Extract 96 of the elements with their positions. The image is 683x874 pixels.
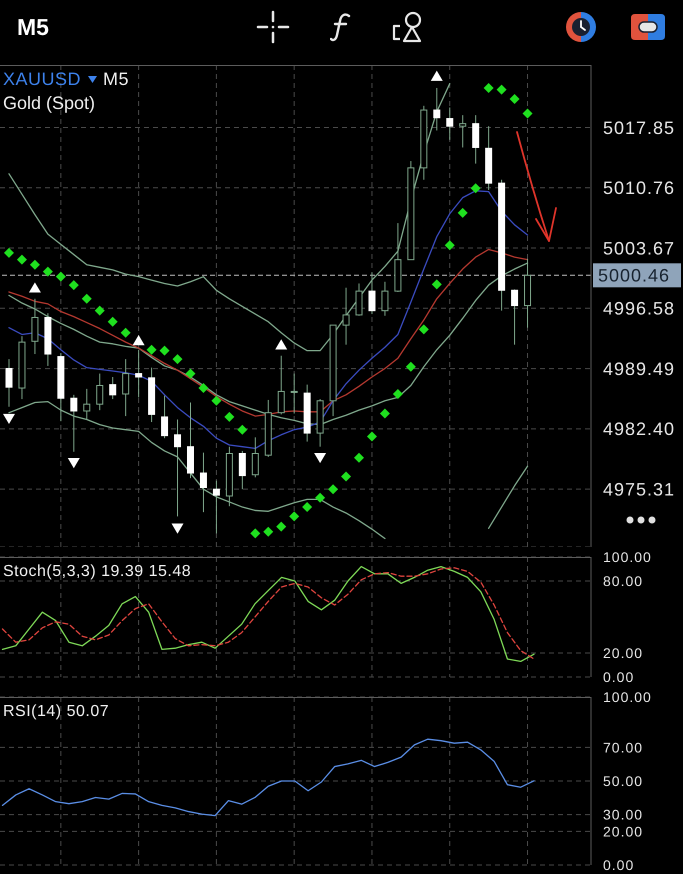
chart-title: XAUUSD	[3, 69, 82, 89]
point	[82, 294, 92, 304]
point	[302, 502, 312, 512]
candlestick	[161, 395, 168, 439]
point	[42, 266, 53, 277]
point	[172, 524, 184, 534]
candlestick	[135, 349, 142, 398]
candlestick	[433, 87, 440, 131]
point	[211, 396, 222, 406]
y-tick-label: 5003.67	[603, 238, 676, 258]
y-tick-label: 5010.76	[603, 178, 676, 198]
candlestick	[290, 373, 298, 414]
candlestick	[238, 450, 246, 490]
point	[28, 282, 41, 293]
text: Gold (Spot)	[3, 93, 96, 113]
point	[172, 354, 183, 364]
y-tick-label: 50.00	[603, 772, 644, 789]
point	[458, 208, 468, 218]
candlestick	[459, 114, 466, 148]
y-tick-label: 4996.58	[603, 298, 676, 319]
point	[354, 452, 364, 463]
point	[2, 414, 15, 424]
point	[68, 280, 79, 290]
candlestick	[342, 287, 350, 346]
point	[380, 408, 390, 419]
point	[522, 108, 533, 118]
point	[470, 183, 481, 194]
chart-title: RSI(14) 50.07	[3, 703, 110, 720]
y-tick-label: 4989.49	[603, 358, 676, 379]
candlestick	[200, 452, 207, 513]
point	[276, 522, 286, 532]
candlestick	[122, 358, 130, 417]
point	[341, 471, 352, 482]
point	[30, 260, 40, 270]
point	[16, 254, 27, 265]
point	[484, 82, 494, 93]
candlestick	[472, 114, 480, 164]
candlestick	[96, 373, 104, 411]
point	[392, 388, 403, 399]
candlestick	[6, 358, 12, 408]
point	[444, 240, 455, 250]
point	[4, 248, 14, 258]
point	[432, 279, 442, 290]
candlestick	[381, 281, 388, 316]
point	[185, 368, 196, 379]
point	[263, 526, 274, 537]
point	[250, 528, 260, 538]
point	[224, 412, 234, 422]
candlestick	[446, 107, 454, 140]
candlestick	[252, 436, 259, 478]
point	[68, 458, 80, 468]
y-tick-label: 20.00	[603, 644, 644, 661]
y-tick-label: 80.00	[603, 572, 644, 589]
point	[315, 492, 326, 503]
y-tick-label: 20.00	[603, 823, 644, 840]
y-tick-label: 100.00	[603, 548, 652, 565]
y-tick-label: 100.00	[603, 688, 652, 705]
annotation: M5	[103, 69, 130, 89]
point	[418, 324, 429, 334]
text: M5	[17, 14, 49, 40]
point	[366, 431, 377, 442]
point	[314, 452, 326, 464]
point	[430, 70, 443, 81]
point	[406, 362, 416, 372]
candlestick	[511, 288, 518, 346]
point	[146, 344, 157, 355]
point	[237, 424, 248, 435]
point	[132, 335, 145, 346]
point	[510, 94, 520, 104]
y-tick-label: 0.00	[603, 668, 634, 685]
candlestick	[174, 418, 182, 517]
candlestick	[368, 272, 376, 315]
y-tick-label: 30.00	[603, 806, 644, 823]
point	[328, 484, 338, 494]
point	[160, 346, 170, 356]
point	[198, 383, 208, 394]
point	[108, 316, 118, 327]
candlestick	[356, 282, 363, 316]
y-tick-label: 4982.40	[603, 419, 676, 440]
point	[120, 328, 131, 338]
y-tick-label: 0.00	[603, 856, 634, 873]
ref-line-label: 5000.46	[598, 266, 670, 286]
candlestick	[31, 298, 38, 355]
point	[289, 511, 300, 522]
y-tick-label: 5017.85	[603, 118, 676, 138]
point	[94, 306, 105, 316]
candlestick	[278, 355, 285, 415]
y-tick-label: 4975.31	[603, 480, 676, 500]
line-series	[2, 738, 535, 816]
y-tick-label: 70.00	[603, 739, 644, 756]
point	[275, 339, 288, 350]
candlestick	[109, 376, 116, 400]
point	[56, 272, 66, 282]
candlestick	[212, 480, 220, 534]
point	[496, 84, 507, 95]
chart-title: Stoch(5,3,3) 19.39 15.48	[3, 563, 192, 580]
